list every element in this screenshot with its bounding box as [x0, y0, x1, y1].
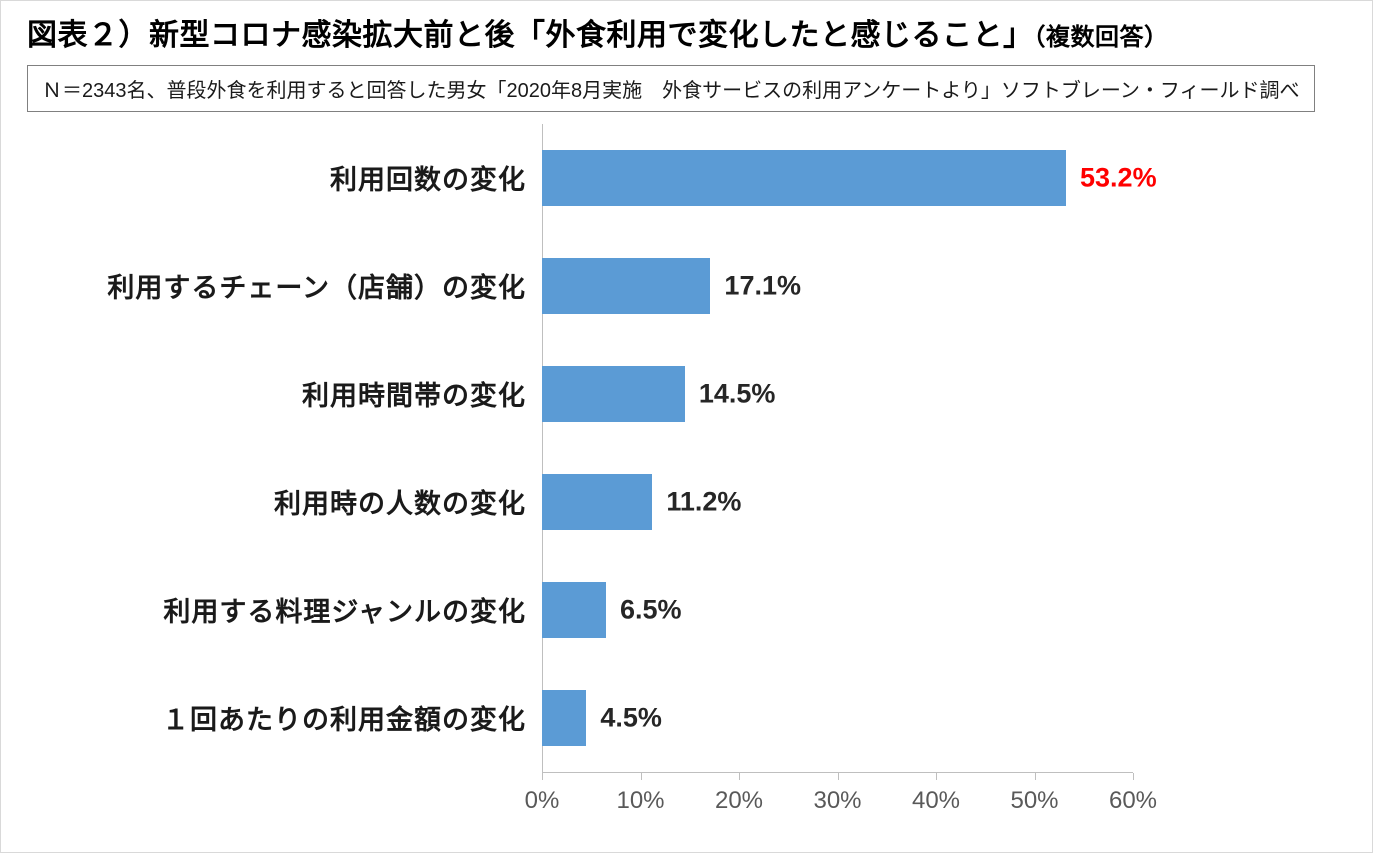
bar [542, 689, 587, 746]
x-axis-tick [542, 772, 543, 780]
bar-track: 14.5% [542, 340, 1133, 448]
x-axis-tick-label: 60% [1108, 786, 1158, 814]
chart-row: １回あたりの利用金額の変化 4.5% [27, 664, 1149, 772]
category-label: 利用回数の変化 [330, 165, 526, 195]
source-note-box: Ｎ＝2343名、普段外食を利用すると回答した男女「2020年8月実施 外食サービ… [27, 64, 1315, 112]
category-label: 利用するチェーン（店舗）の変化 [107, 273, 526, 303]
chart-row: 利用時間帯の変化 14.5% [27, 340, 1149, 448]
bar-track: 53.2% [542, 124, 1157, 232]
x-axis-tick [1034, 772, 1036, 780]
x-axis-tick [837, 772, 839, 780]
x-axis-tick-label: 50% [1010, 786, 1059, 814]
bar-track: 11.2% [542, 448, 1133, 556]
bar-track: 6.5% [542, 556, 1133, 664]
x-axis: 0% 10% 20% 30% 40% 50% 60% [525, 771, 1157, 828]
value-label: 11.2% [666, 486, 742, 516]
x-axis-tick-label: 0% [524, 786, 560, 814]
x-axis-tick [640, 772, 642, 780]
chart-plot-area: 利用回数の変化 53.2% 利用するチェーン（店舗）の変化 17.1% 利用時間帯の変化… [27, 123, 1157, 772]
chart-row: 利用するチェーン（店舗）の変化 17.1% [27, 232, 1149, 340]
x-axis-tick-label: 30% [813, 786, 862, 814]
value-label: 4.5% [600, 702, 662, 732]
page-title-main: 図表２）新型コロナ感染拡大前と後「外食利用で変化したと感じること」 [27, 19, 1034, 52]
chart-row: 利用する料理ジャンルの変化 6.5% [27, 556, 1149, 664]
category-label: 利用時の人数の変化 [274, 489, 526, 519]
page-title: 図表２）新型コロナ感染拡大前と後「外食利用で変化したと感じること」（複数回答） [27, 17, 1346, 55]
category-label: 利用する料理ジャンルの変化 [163, 597, 526, 627]
chart-row: 利用時の人数の変化 11.2% [27, 448, 1149, 556]
bar [542, 149, 1067, 206]
bar [542, 473, 653, 530]
x-axis-tick [739, 772, 740, 780]
bar [542, 257, 711, 314]
value-label: 6.5% [620, 594, 682, 624]
chart-row: 利用回数の変化 53.2% [27, 124, 1157, 232]
x-axis-tick [936, 772, 937, 780]
source-note-text: Ｎ＝2343名、普段外食を利用すると回答した男女「2020年8月実施 外食サービ… [42, 79, 1300, 102]
x-axis-tick-label: 10% [616, 786, 665, 814]
x-axis-tick [1133, 772, 1134, 780]
value-label: 14.5% [698, 378, 776, 408]
page-title-suffix: （複数回答） [1033, 24, 1169, 51]
value-label: 53.2% [1080, 162, 1157, 192]
x-axis-tick-label: 40% [911, 786, 961, 814]
bar-chart: 利用回数の変化 53.2% 利用するチェーン（店舗）の変化 17.1% 利用時間帯の変化… [27, 123, 1157, 828]
x-axis-tick-label: 20% [714, 786, 764, 814]
value-label: 17.1% [724, 270, 801, 300]
bar [542, 581, 607, 638]
bar [542, 365, 685, 422]
bar-track: 17.1% [542, 232, 1133, 340]
category-label: １回あたりの利用金額の変化 [162, 705, 526, 735]
bar-track: 4.5% [542, 664, 1133, 772]
category-label: 利用時間帯の変化 [302, 381, 526, 411]
